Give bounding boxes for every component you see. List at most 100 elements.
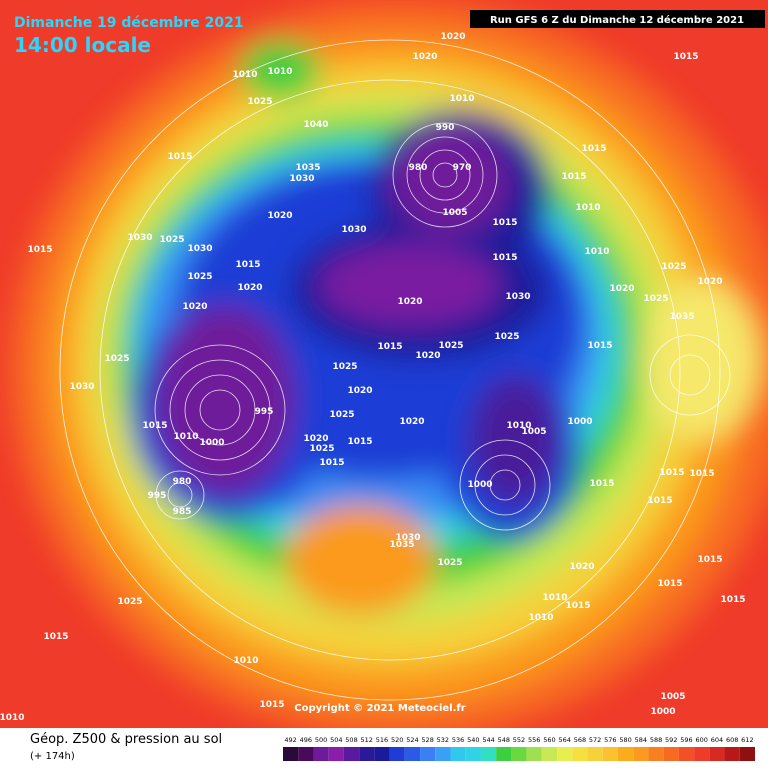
isobar-label: 1015: [377, 342, 402, 352]
colorbar-swatch: [587, 747, 603, 761]
colorbar-label: 564: [558, 736, 570, 744]
isobar-label: 1010: [449, 94, 474, 104]
colorbar-label: 568: [574, 736, 586, 744]
isobar-label: 1010: [506, 421, 531, 431]
isobar-label: 1000: [567, 417, 592, 427]
isobar-label: 1035: [669, 312, 694, 322]
run-label: Run GFS 6 Z du Dimanche 12 décembre 2021: [490, 14, 744, 26]
isobar-label: 1020: [182, 302, 207, 312]
colorbar-swatch: [450, 747, 466, 761]
isobar-label: 1020: [399, 417, 424, 427]
isobar-label: 990: [436, 123, 455, 133]
isobar-label: 1020: [440, 32, 465, 42]
isobar-label: 1025: [437, 558, 462, 568]
colorbar-label: 588: [650, 736, 662, 744]
colorbar-label: 580: [619, 736, 631, 744]
colorbar-swatch: [298, 747, 314, 761]
colorbar-swatch: [694, 747, 710, 761]
isobar-label: 1025: [332, 362, 357, 372]
isobar-label: 1015: [142, 421, 167, 431]
isobar-label: 970: [453, 163, 472, 173]
isobar-label: 1025: [309, 444, 334, 454]
isobar-label: 1015: [565, 601, 590, 611]
colorbar-label: 552: [513, 736, 525, 744]
isobar-label: 1025: [247, 97, 272, 107]
isobar-label: 1015: [319, 458, 344, 468]
colorbar-swatch: [343, 747, 360, 761]
isobar-label: 1030: [69, 382, 94, 392]
footer-title: Géop. Z500 & pression au sol: [30, 732, 222, 747]
colorbar-swatch: [678, 747, 695, 761]
isobar-label: 1015: [697, 555, 722, 565]
colorbar-swatch: [572, 747, 588, 761]
colorbar-label: 508: [345, 736, 357, 744]
isobar-label: 1020: [609, 284, 634, 294]
isobar-label: 1020: [697, 277, 722, 287]
colorbar-label: 584: [635, 736, 647, 744]
isobar-label: 1015: [235, 260, 260, 270]
colorbar-label: 504: [330, 736, 342, 744]
colorbar-label: 548: [498, 736, 510, 744]
isobar-label: 1020: [267, 211, 292, 221]
colorbar-swatch: [374, 747, 390, 761]
isobar-label: 1010: [267, 67, 292, 77]
footer-lead: (+ 174h): [30, 751, 75, 762]
isobar-label: 1005: [442, 208, 467, 218]
time-label: 14:00 locale: [14, 33, 151, 57]
isobar-label: 1025: [187, 272, 212, 282]
isobar-label: 1020: [397, 297, 422, 307]
isobar-label: 1025: [643, 294, 668, 304]
isobar-label: 980: [409, 163, 428, 173]
colorbar-swatch: [283, 747, 299, 761]
isobar-label: 1010: [233, 656, 258, 666]
colorbar-swatch: [724, 747, 740, 761]
colorbar-swatch: [465, 747, 481, 761]
isobar-label: 995: [148, 491, 167, 501]
isobar-label: 1020: [347, 386, 372, 396]
isobar-label: 1015: [347, 437, 372, 447]
colorbar-label: 528: [421, 736, 433, 744]
isobar-label: 1015: [589, 479, 614, 489]
isobar-label: 1020: [569, 562, 594, 572]
colorbar-label: 500: [315, 736, 327, 744]
map-field: [0, 0, 768, 728]
colorbar-swatch: [496, 747, 512, 761]
isobar-label: 1025: [159, 235, 184, 245]
isobar-label: 1010: [0, 713, 25, 723]
isobar-label: 1020: [412, 52, 437, 62]
isobar-label: 1040: [303, 120, 328, 130]
isobar-label: 1030: [395, 533, 420, 543]
colorbar-swatch: [633, 747, 649, 761]
colorbar-label: 604: [711, 736, 723, 744]
isobar-label: 1035: [295, 163, 320, 173]
colorbar-label: 544: [482, 736, 494, 744]
colorbar-swatch: [709, 747, 725, 761]
colorbar-swatch: [480, 747, 497, 761]
isobar-label: 1015: [43, 632, 68, 642]
isobar-label: 1015: [167, 152, 192, 162]
colorbar-swatch: [389, 747, 405, 761]
colorbar-label: 536: [452, 736, 464, 744]
isobar-label: 1030: [289, 174, 314, 184]
isobar-label: 985: [173, 507, 192, 517]
isobar-label: 1030: [341, 225, 366, 235]
colorbar-label: 596: [680, 736, 692, 744]
isobar-label: 1005: [521, 427, 546, 437]
colorbar-label: 560: [543, 736, 555, 744]
isobar-label: 1010: [575, 203, 600, 213]
isobar-label: 1015: [647, 496, 672, 506]
isobar-label: 1015: [259, 700, 284, 710]
isobar-label: 1025: [104, 354, 129, 364]
colorbar-swatch: [526, 747, 542, 761]
isobar-label: 1025: [438, 341, 463, 351]
colorbar-swatch: [359, 747, 375, 761]
isobar-label: 1015: [581, 144, 606, 154]
colorbar: 492 496 500 504 508 512 516 520 524 528 532 536 540 5…: [283, 736, 755, 761]
isobar-label: 1015: [561, 172, 586, 182]
isobar-label: 1025: [117, 597, 142, 607]
isobar-label: 1025: [661, 262, 686, 272]
colorbar-swatch: [511, 747, 527, 761]
isobar-label: 1020: [415, 351, 440, 361]
